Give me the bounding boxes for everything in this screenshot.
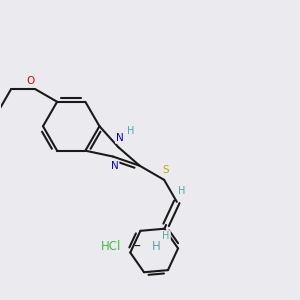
Text: H: H [152, 240, 160, 253]
Text: H: H [162, 231, 170, 241]
Text: –: – [133, 240, 140, 254]
Text: N: N [111, 161, 118, 171]
Text: HCl: HCl [101, 240, 122, 253]
Text: H: H [178, 187, 185, 196]
Text: S: S [162, 165, 169, 175]
Text: H: H [127, 126, 134, 136]
Text: N: N [116, 133, 124, 143]
Text: O: O [26, 76, 35, 86]
